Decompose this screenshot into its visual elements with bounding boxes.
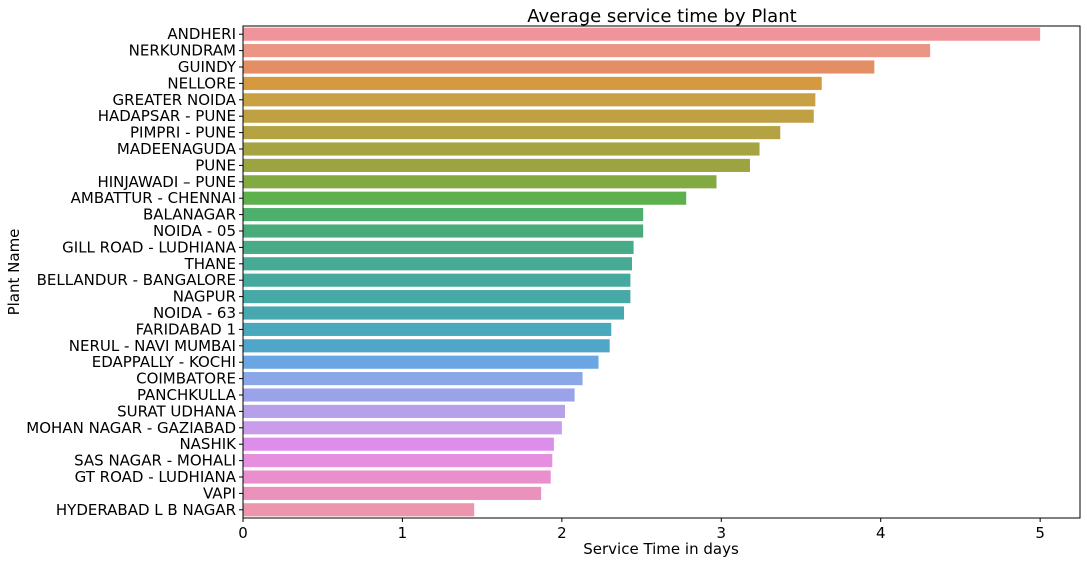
y-tick-label-28: VAPI [203,484,236,502]
bar-16 [243,290,631,304]
x-axis-label: Service Time in days [583,540,739,558]
bar-26 [243,454,553,468]
y-tick-label-7: MADEENAGUDA [117,140,237,158]
x-tick-label-5: 5 [1035,524,1045,542]
bar-7 [243,142,760,156]
y-tick-label-23: SURAT UDHANA [117,402,237,420]
bar-18 [243,322,612,336]
y-axis-label: Plant Name [5,229,23,316]
y-tick-label-9: HINJAWADI – PUNE [97,173,236,191]
bar-11 [243,208,644,222]
y-tick-label-11: BALANAGAR [143,206,236,224]
bar-29 [243,503,475,517]
bar-27 [243,470,551,484]
y-tick-label-14: THANE [184,255,236,273]
bar-6 [243,126,781,140]
y-tick-label-24: MOHAN NAGAR - GAZIABAD [26,419,236,437]
bar-3 [243,76,822,90]
bar-4 [243,93,816,107]
x-tick-label-1: 1 [398,524,408,542]
bar-22 [243,388,575,402]
chart-title: Average service time by Plant [527,6,796,27]
bar-2 [243,60,875,74]
bar-19 [243,339,610,353]
bar-21 [243,372,583,386]
x-tick-label-2: 2 [557,524,567,542]
y-tick-label-17: NOIDA - 63 [153,304,236,322]
y-tick-label-0: ANDHERI [167,25,236,43]
x-tick-label-3: 3 [717,524,727,542]
plot-frame [242,25,1081,519]
y-tick-label-8: PUNE [195,156,236,174]
bar-17 [243,306,625,320]
bar-24 [243,421,562,435]
y-tick-label-1: NERKUNDRAM [129,42,236,60]
y-tick-label-5: HADAPSAR - PUNE [98,107,236,125]
bar-25 [243,437,554,451]
y-tick-label-4: GREATER NOIDA [113,91,237,109]
y-tick-label-25: NASHIK [179,435,237,453]
bar-0 [243,27,1041,41]
bar-9 [243,175,717,189]
x-tick-label-0: 0 [238,524,248,542]
y-tick-label-10: AMBATTUR - CHENNAI [71,189,236,207]
x-axis-ticks: 0 1 2 3 4 5 [238,518,1045,542]
y-tick-label-22: PANCHKULLA [137,386,237,404]
bar-23 [243,404,566,418]
y-tick-label-20: EDAPPALLY - KOCHI [92,353,236,371]
y-tick-label-16: NAGPUR [173,288,236,306]
y-tick-label-2: GUINDY [178,58,237,76]
bars-group [243,27,1041,517]
y-tick-label-13: GILL ROAD - LUDHIANA [62,238,237,256]
bar-13 [243,240,634,254]
y-tick-label-19: NERUL - NAVI MUMBAI [69,337,236,355]
bar-12 [243,224,644,238]
bar-28 [243,486,542,500]
x-tick-label-4: 4 [876,524,886,542]
bar-10 [243,191,687,205]
bar-20 [243,355,599,369]
bar-14 [243,257,633,271]
y-tick-label-21: COIMBATORE [136,370,236,388]
y-tick-label-3: NELLORE [167,74,236,92]
y-tick-label-18: FARIDABAD 1 [136,320,236,338]
bar-5 [243,109,814,123]
y-tick-label-26: SAS NAGAR - MOHALI [74,452,236,470]
y-tick-label-6: PIMPRI - PUNE [130,124,236,142]
y-tick-label-12: NOIDA - 05 [153,222,236,240]
y-tick-label-15: BELLANDUR - BANGALORE [37,271,236,289]
bar-15 [243,273,631,287]
y-tick-label-29: HYDERABAD L B NAGAR [56,501,236,519]
bar-1 [243,44,931,58]
y-tick-label-27: GT ROAD - LUDHIANA [75,468,237,486]
bar-8 [243,158,750,172]
